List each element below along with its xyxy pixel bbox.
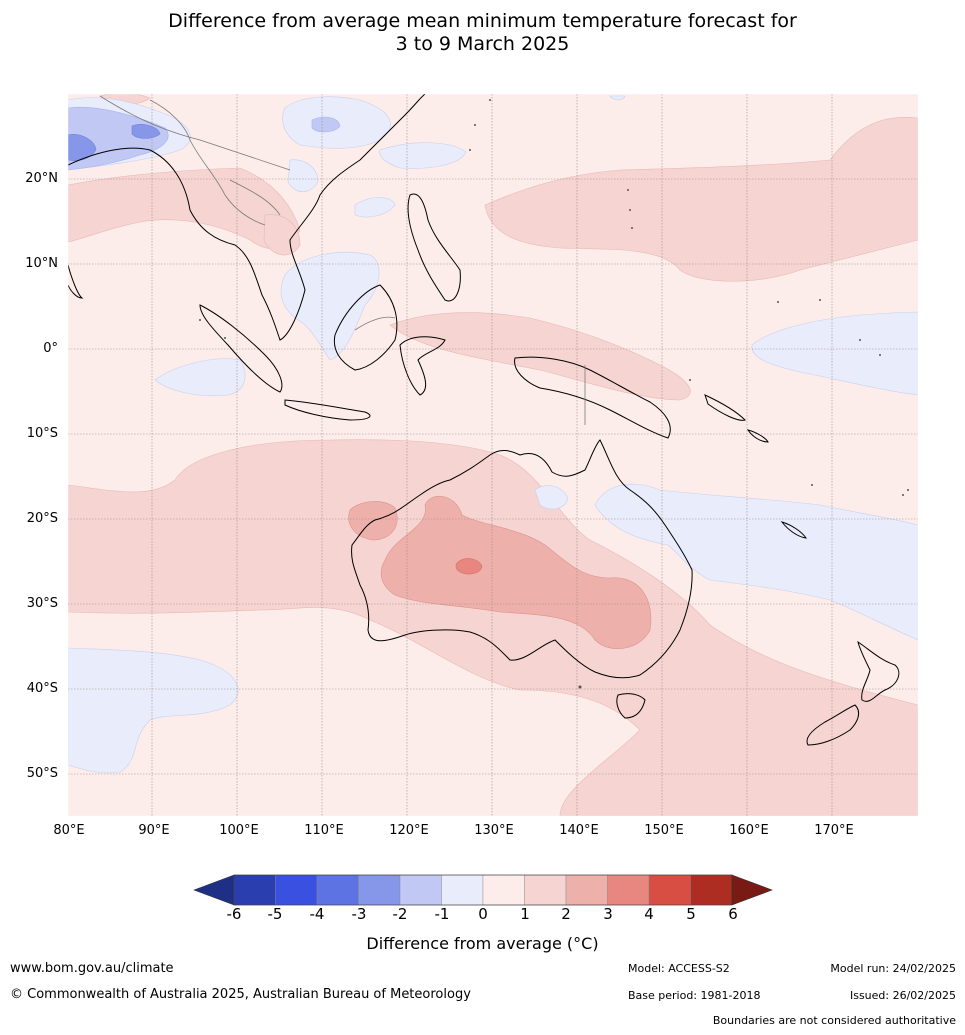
small-islands: [199, 99, 909, 689]
colorbar-label: -1: [434, 905, 450, 923]
anomaly-neg-east-indian: [154, 358, 246, 396]
colorbar: [193, 874, 773, 906]
new-zealand-north-coast: [857, 640, 900, 702]
anomaly-neg-south-china-sea: [280, 252, 380, 361]
lon-tick-90e: 90°E: [138, 823, 170, 838]
colorbar-swatch: [441, 874, 484, 906]
colorbar-label: 4: [644, 905, 654, 923]
lat-tick-10s: 10°S: [26, 426, 58, 441]
anomaly-neg-east-china: [379, 142, 467, 169]
sumatra-coast: [199, 304, 283, 393]
colorbar-label: -2: [392, 905, 408, 923]
anomaly-neg-central-pacific: [751, 311, 918, 396]
colorbar-swatch: [482, 874, 525, 906]
colorbar-label: -3: [351, 905, 367, 923]
anomaly-neg-north-bay: [609, 95, 626, 101]
lat-tick-20s: 20°S: [26, 511, 58, 526]
colorbar-label: -4: [309, 905, 325, 923]
anomaly-neg3-tibet-east: [131, 124, 161, 139]
colorbar-label: 2: [561, 905, 571, 923]
lat-tick-0: 0°: [43, 341, 58, 356]
disclaimer-text: Boundaries are not considered authoritat…: [712, 1014, 956, 1027]
issued-date: Issued: 26/02/2025: [849, 989, 956, 1002]
title-line-1: Difference from average mean minimum tem…: [168, 10, 797, 32]
anomaly-1-2-indochina: [263, 214, 301, 256]
anomaly-1-2-equatorial: [389, 312, 691, 401]
country-borders: [99, 95, 586, 425]
lon-tick-170e: 170°E: [814, 823, 854, 838]
tasmania-coast: [616, 693, 646, 719]
anomaly-1-2-south-indian: [68, 439, 918, 816]
colorbar-swatch: [690, 874, 733, 906]
java-coast: [284, 399, 371, 421]
philippines-coast: [407, 193, 461, 302]
lon-tick-130e: 130°E: [474, 823, 514, 838]
solomon-coast: [704, 394, 746, 421]
colorbar-label: -5: [267, 905, 283, 923]
chart-title: Difference from average mean minimum tem…: [0, 10, 965, 56]
new-caledonia-coast: [780, 521, 808, 539]
lon-tick-140e: 140°E: [559, 823, 599, 838]
anomaly-neg-south-china: [287, 159, 319, 193]
vanuatu-coast: [746, 429, 769, 443]
lon-tick-110e: 110°E: [304, 823, 344, 838]
new-guinea-coast: [514, 356, 671, 439]
lon-tick-160e: 160°E: [729, 823, 769, 838]
sulawesi-coast: [399, 336, 446, 396]
lat-tick-40s: 40°S: [26, 681, 58, 696]
colorbar-label: 0: [478, 905, 488, 923]
colorbar-swatch: [399, 874, 442, 906]
anomaly-neg-gulf: [534, 485, 569, 510]
gridlines: [68, 94, 918, 816]
website-link[interactable]: www.bom.gov.au/climate: [10, 961, 174, 976]
anomaly-neg-southern-indian: [68, 647, 239, 774]
anomaly-3-4-core: [455, 558, 483, 575]
lat-tick-30s: 30°S: [26, 596, 58, 611]
colorbar-swatch: [275, 874, 318, 906]
colorbar-swatch: [233, 874, 276, 906]
colorbar-label: 3: [603, 905, 613, 923]
australia-coast: [351, 439, 693, 679]
colorbar-swatch: [316, 874, 359, 906]
colorbar-swatch: [358, 874, 401, 906]
anomaly-1-2-west-pacific: [484, 117, 918, 282]
map-area: [68, 94, 918, 816]
lat-tick-50s: 50°S: [26, 766, 58, 781]
base-period: Base period: 1981-2018: [628, 989, 761, 1002]
model-run-date: Model run: 24/02/2025: [830, 962, 956, 975]
lat-tick-20n: 20°N: [25, 171, 58, 186]
lon-tick-80e: 80°E: [53, 823, 85, 838]
map-frame: [67, 93, 919, 817]
colorbar-outline: [233, 874, 733, 906]
colorbar-swatch: [565, 874, 608, 906]
title-line-2: 3 to 9 March 2025: [395, 33, 570, 55]
lat-tick-10n: 10°N: [25, 256, 58, 271]
new-zealand-south-coast: [806, 704, 860, 746]
colorbar-swatch: [524, 874, 567, 906]
anomaly-neg3-tibet: [68, 134, 97, 161]
lon-tick-150e: 150°E: [644, 823, 684, 838]
colorbar-swatch: [607, 874, 650, 906]
lon-tick-100e: 100°E: [219, 823, 259, 838]
colorbar-label: 6: [728, 905, 738, 923]
borneo-coast: [333, 284, 398, 371]
india-coast: [68, 264, 84, 299]
colorbar-label: -6: [226, 905, 242, 923]
anomaly-neg-scs-small: [354, 197, 396, 218]
coastlines: [68, 94, 900, 746]
colorbar-extend-low: [193, 874, 235, 906]
colorbar-title: Difference from average (°C): [366, 934, 599, 953]
colorbar-swatch: [648, 874, 691, 906]
model-name: Model: ACCESS-S2: [628, 962, 730, 975]
colorbar-label: 5: [686, 905, 696, 923]
anomaly-2-3-central-australia: [380, 496, 652, 649]
asia-coast: [68, 94, 426, 341]
lon-tick-120e: 120°E: [389, 823, 429, 838]
colorbar-label: 1: [520, 905, 530, 923]
anomaly-neg-coral-sea: [594, 483, 918, 641]
copyright-text: © Commonwealth of Australia 2025, Austra…: [10, 987, 471, 1002]
colorbar-extend-high: [731, 874, 773, 906]
anomaly-neg2-china: [311, 116, 341, 133]
